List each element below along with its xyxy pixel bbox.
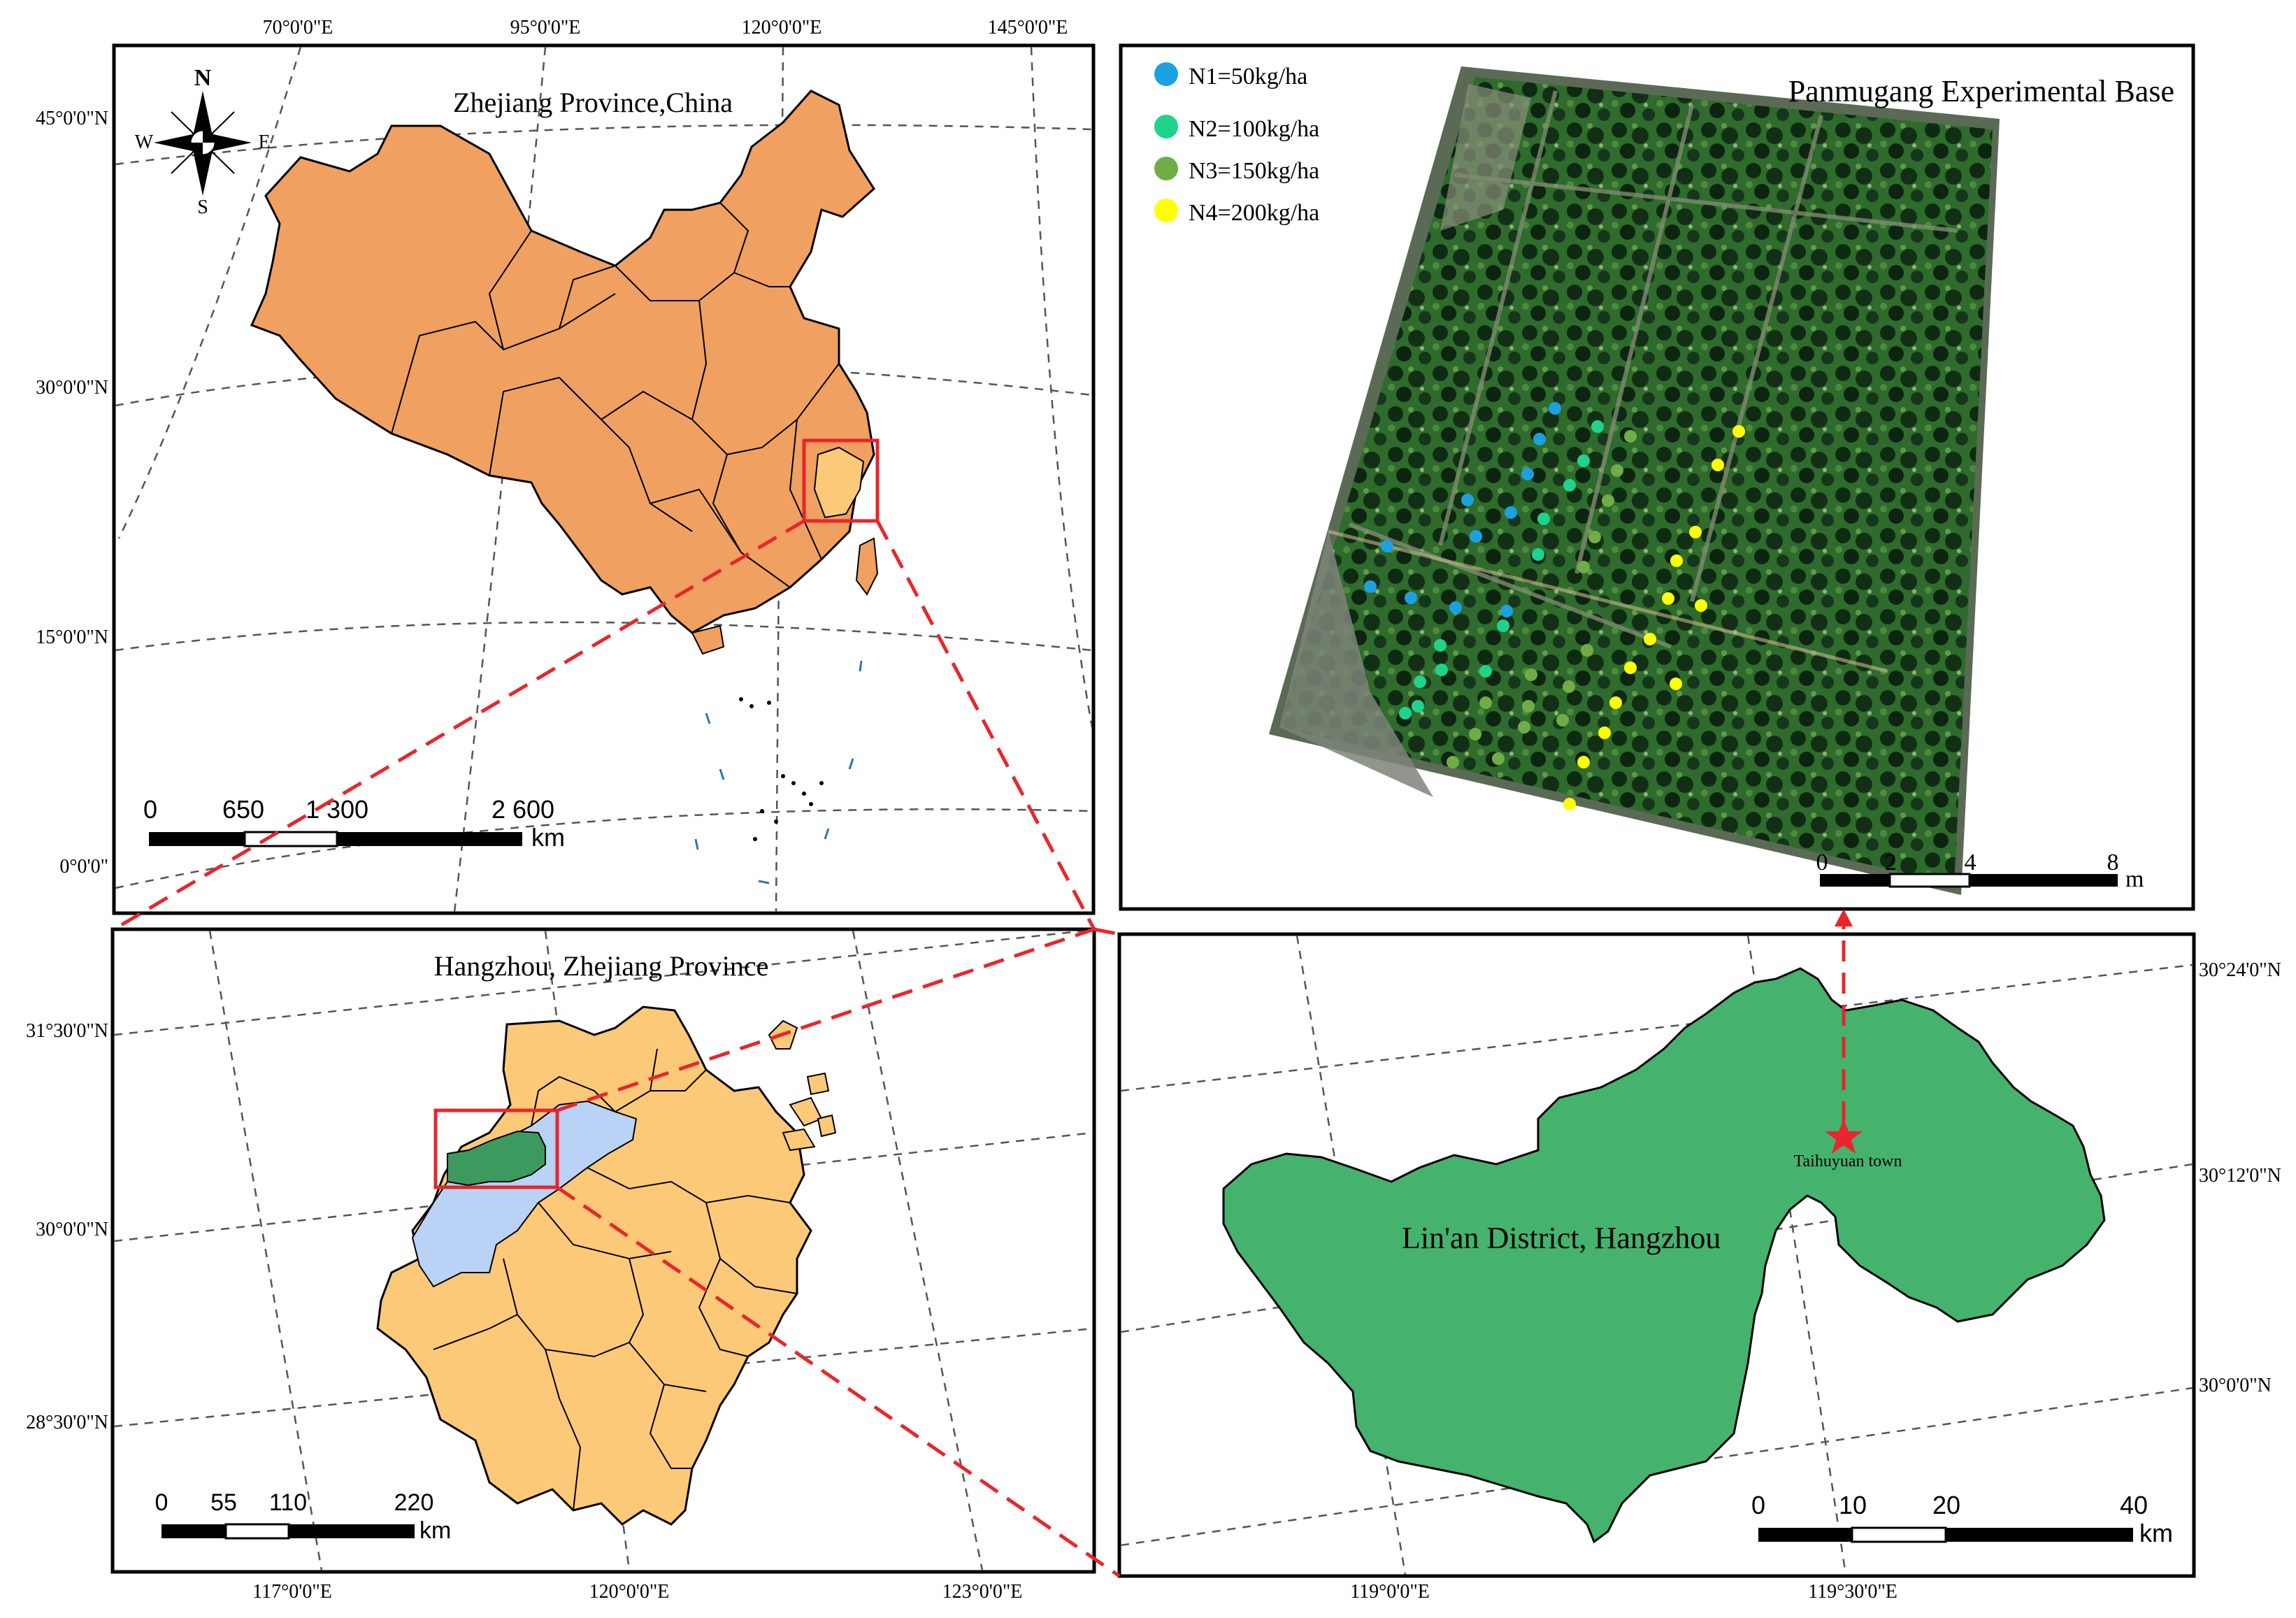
north-arrow-compass: N S W E — [135, 65, 271, 218]
legend-swatch-n4 — [1154, 199, 1178, 222]
nine-dash-line — [694, 660, 863, 885]
china-lat-label-30: 30°0'0"N — [36, 377, 108, 399]
legend-label-n1: N1=50kg/ha — [1189, 64, 1307, 90]
exp-scale-tick-0: 0 — [1816, 850, 1828, 875]
linan-district-title: Lin'an District, Hangzhou — [1402, 1221, 1721, 1255]
china-lon-label-145: 145°0'0"E — [988, 17, 1068, 38]
la-scale-tick-3: 40 — [2120, 1491, 2148, 1519]
prefecture-boundaries — [433, 1048, 798, 1511]
hz-scale-tick-3: 220 — [394, 1489, 434, 1516]
hainan-island — [691, 624, 725, 655]
china-scale-tick-0: 0 — [143, 795, 157, 824]
linan-district-shape — [447, 1130, 546, 1187]
hz-lon-label-2: 120°0'0"E — [589, 1581, 670, 1603]
hz-lat-label-3: 28°30'0"N — [26, 1412, 108, 1433]
linan-scale-bar: 0 10 20 40 km — [1751, 1491, 2173, 1547]
taiwan-island — [855, 537, 879, 596]
legend-swatch-n2 — [1154, 115, 1178, 138]
la-lon-label-1: 119°0'0"E — [1350, 1581, 1430, 1603]
experimental-base-panel: N1=50kg/ha N2=100kg/ha N3=150kg/ha N4=20… — [1119, 43, 2195, 911]
south-china-sea-islands — [739, 697, 824, 841]
china-lon-label-120: 120°0'0"E — [742, 17, 822, 38]
experimental-scale-bar: 0 2 4 8 m — [1816, 850, 2144, 892]
legend-swatch-n3 — [1154, 157, 1178, 180]
taihuyuan-marker: Taihuyuan town — [1794, 1119, 1902, 1170]
arrow-to-experimental-base — [1835, 909, 1853, 926]
china-lat-label-0: 0°0'0" — [59, 856, 108, 878]
hangzhou-map-title: Hangzhou, Zhejiang Province — [434, 950, 769, 982]
compass-e-label: E — [258, 131, 270, 153]
hz-lat-label-2: 30°0'0"N — [36, 1219, 108, 1240]
china-province-boundaries — [391, 202, 840, 588]
hz-scale-tick-2: 110 — [269, 1489, 307, 1516]
hz-lon-label-1: 117°0'0"E — [252, 1581, 332, 1603]
hz-lat-label-1: 31°30'0"N — [26, 1020, 108, 1042]
china-scale-tick-2: 1 300 — [306, 795, 368, 824]
la-lat-label-2: 30°12'0"N — [2199, 1165, 2281, 1187]
hangzhou-scale-bar: 0 55 110 220 km — [155, 1489, 452, 1544]
linan-district-boundary — [1222, 967, 2106, 1544]
zhejiang-province-highlight — [813, 446, 865, 519]
zoom-connector-lines — [113, 519, 1846, 1578]
plot-sample-points — [1364, 402, 1745, 810]
legend-label-n2: N2=100kg/ha — [1189, 116, 1319, 142]
exp-scale-tick-1: 2 — [1885, 850, 1897, 875]
china-scale-unit: km — [531, 823, 565, 852]
la-lat-label-1: 30°24'0"N — [2199, 959, 2281, 981]
la-scale-tick-1: 10 — [1839, 1491, 1867, 1519]
compass-s-label: S — [197, 196, 208, 218]
exp-scale-unit: m — [2125, 866, 2144, 892]
china-scale-tick-1: 650 — [222, 795, 264, 824]
china-mainland-shape — [250, 90, 875, 634]
compass-w-label: W — [135, 131, 154, 153]
satellite-image — [1269, 66, 2000, 895]
hangzhou-city-shape — [411, 1100, 638, 1288]
exp-scale-tick-3: 8 — [2107, 850, 2119, 875]
compass-n-label: N — [194, 65, 212, 91]
legend-label-n4: N4=200kg/ha — [1189, 200, 1319, 226]
hz-scale-tick-1: 55 — [210, 1489, 237, 1516]
coastal-islands — [768, 1019, 837, 1152]
la-scale-tick-2: 20 — [1932, 1491, 1960, 1519]
la-scale-tick-0: 0 — [1751, 1491, 1765, 1519]
china-lat-label-45: 45°0'0"N — [36, 108, 108, 129]
legend-label-n3: N3=150kg/ha — [1189, 158, 1319, 184]
china-map-panel: Zhejiang Province,China N S W E 0 650 1 … — [112, 43, 1096, 915]
china-scale-tick-3: 2 600 — [492, 795, 554, 824]
hz-scale-unit: km — [419, 1517, 451, 1544]
hz-lon-label-3: 123°0'0"E — [942, 1581, 1023, 1603]
experimental-base-title: Panmugang Experimental Base — [1788, 74, 2174, 108]
linan-map-panel: Lin'an District, Hangzhou Taihuyuan town… — [1117, 932, 2196, 1578]
taihuyuan-town-label: Taihuyuan town — [1794, 1152, 1902, 1170]
legend-swatch-n1 — [1154, 62, 1178, 86]
china-lat-label-15: 15°0'0"N — [36, 627, 108, 648]
la-lon-label-2: 119°30'0"E — [1808, 1581, 1897, 1603]
china-lon-label-95: 95°0'0"E — [510, 17, 581, 38]
la-lat-label-3: 30°0'0"N — [2199, 1375, 2272, 1396]
la-scale-unit: km — [2139, 1519, 2173, 1547]
exp-scale-tick-2: 4 — [1965, 850, 1976, 875]
hangzhou-map-panel: Hangzhou, Zhejiang Province 0 55 110 220… — [110, 927, 1096, 1574]
china-map-title: Zhejiang Province,China — [453, 87, 733, 118]
hz-scale-tick-0: 0 — [155, 1489, 168, 1516]
nitrogen-legend: N1=50kg/ha N2=100kg/ha N3=150kg/ha N4=20… — [1154, 62, 1319, 226]
china-lon-label-70: 70°0'0"E — [263, 17, 333, 38]
linan-locator-box — [433, 1108, 559, 1189]
zhejiang-locator-box — [802, 438, 880, 523]
